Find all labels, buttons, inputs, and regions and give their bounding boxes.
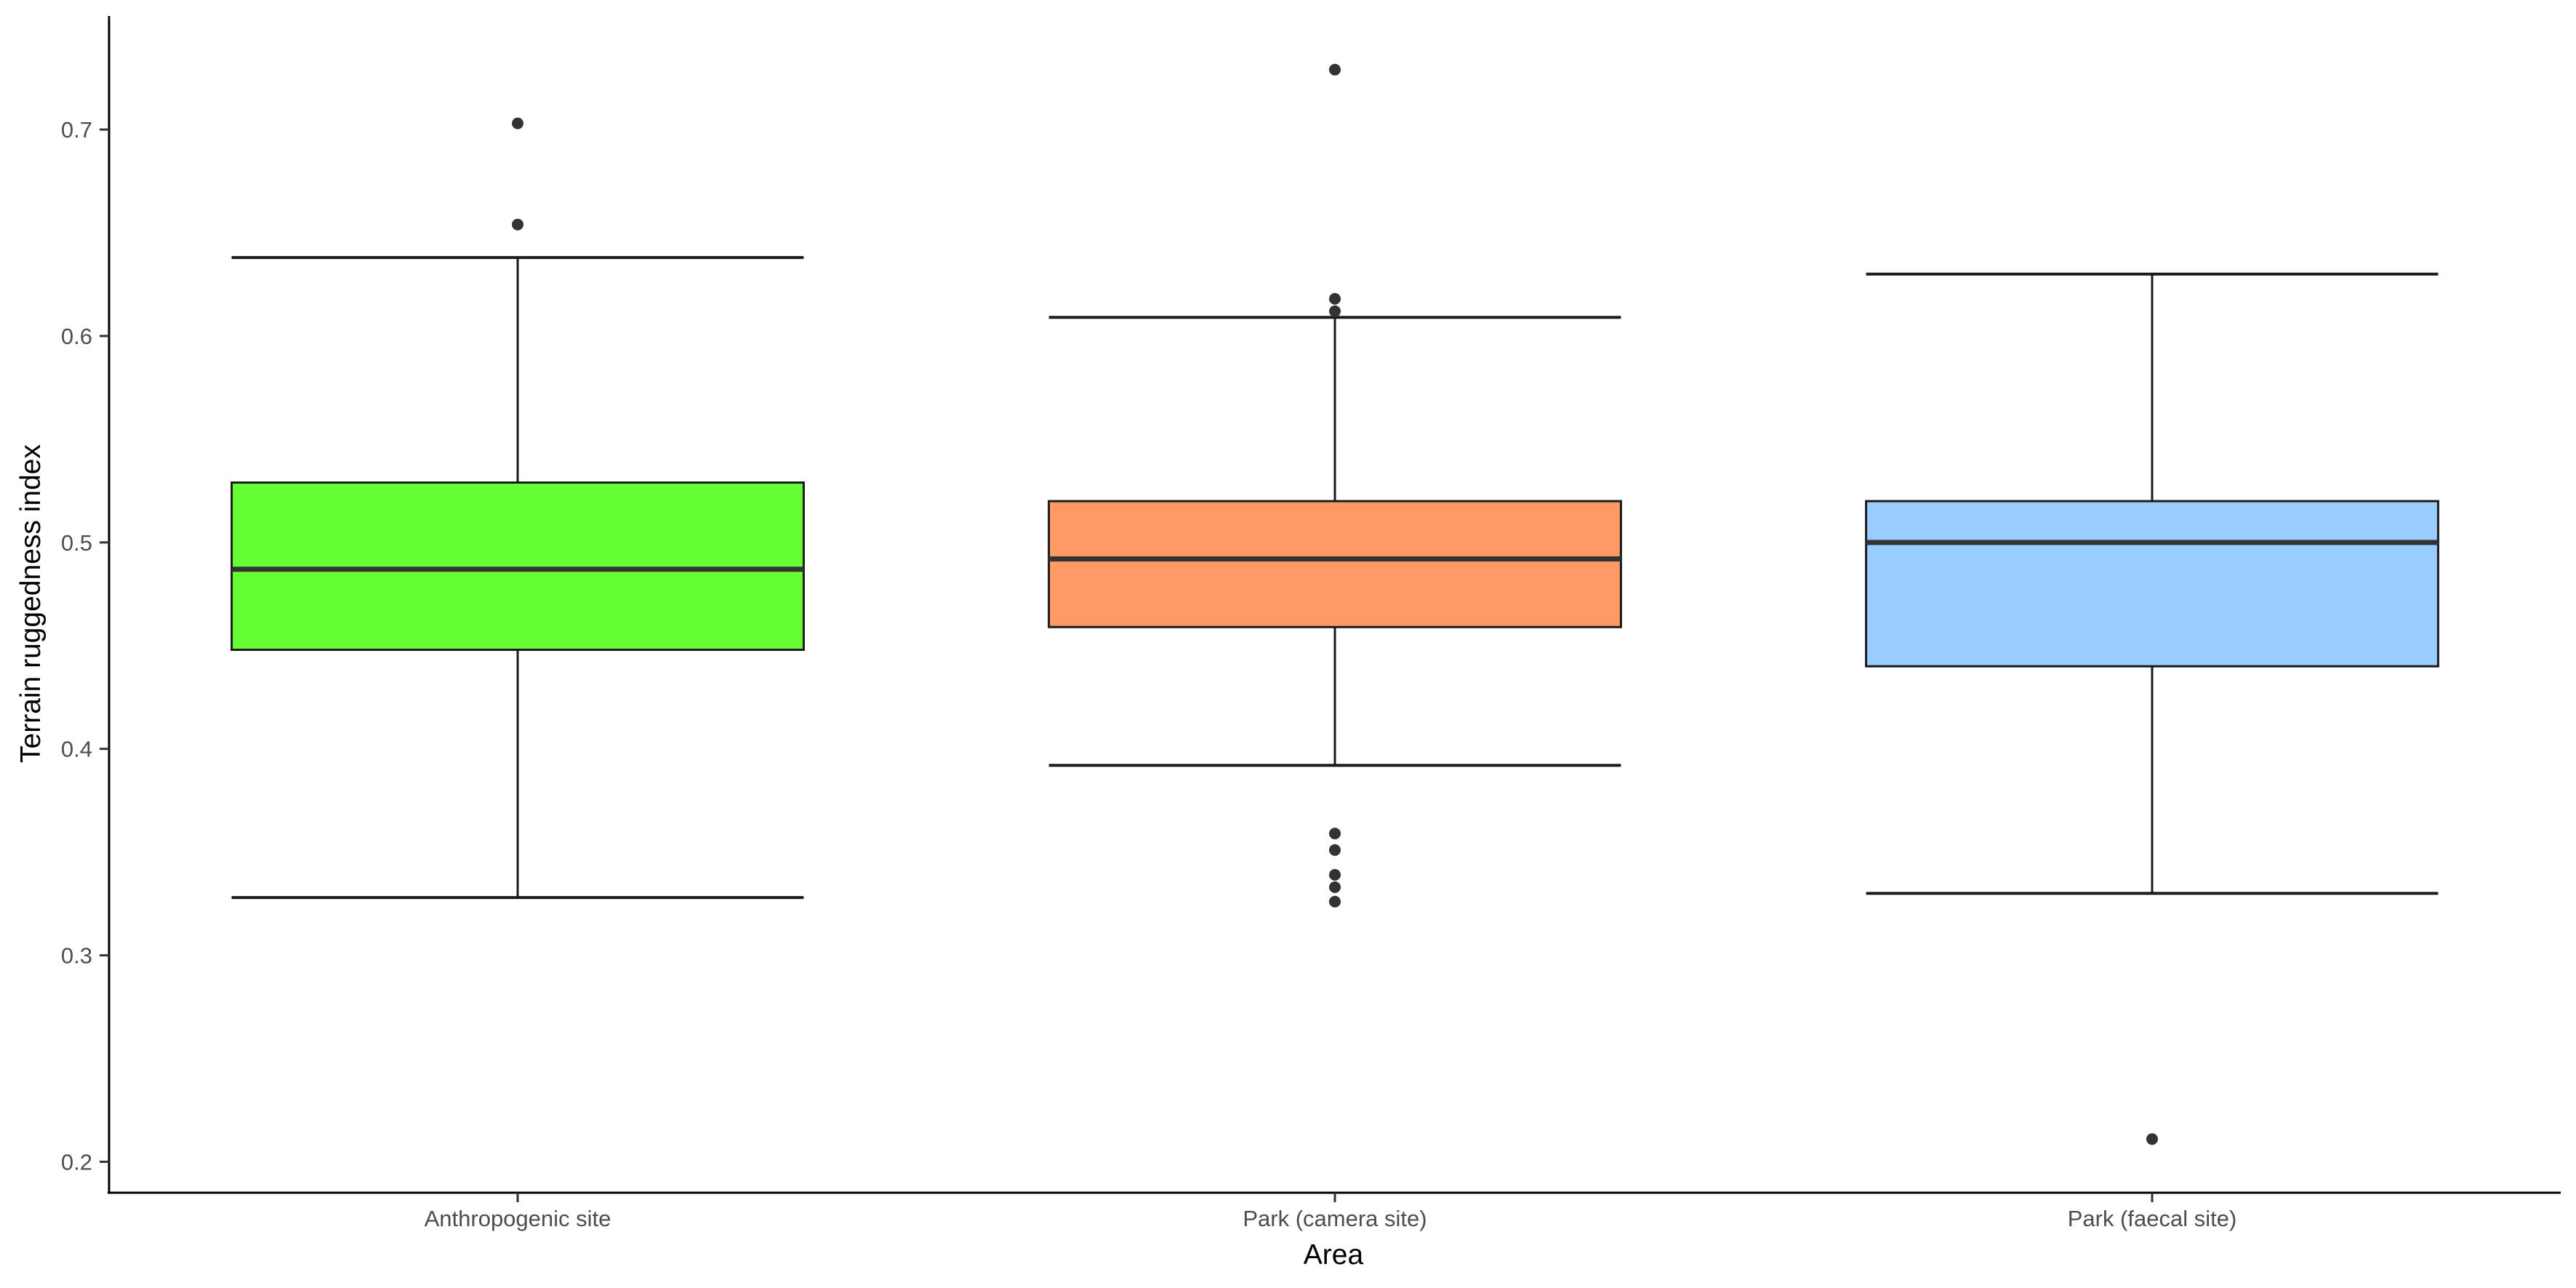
y-tick-label: 0.5	[61, 530, 92, 556]
x-tick-label: Anthropogenic site	[425, 1206, 611, 1231]
outlier-point	[1329, 868, 1341, 881]
y-axis-title: Terrain ruggedness index	[15, 444, 47, 763]
x-tick-label: Park (camera site)	[1243, 1206, 1427, 1231]
x-ticks: Anthropogenic site Park (camera site) Park…	[425, 1193, 2237, 1231]
box-group	[230, 117, 805, 900]
outlier-point	[1329, 895, 1341, 908]
y-tick-label: 0.4	[61, 737, 92, 762]
iqr-box	[230, 481, 805, 651]
outlier-point	[1329, 292, 1341, 305]
y-tick-label: 0.2	[61, 1149, 92, 1175]
y-ticks: 0.2 0.3 0.4 0.5 0.6 0.7	[61, 117, 109, 1175]
y-tick-label: 0.3	[61, 943, 92, 969]
outlier-point	[1329, 828, 1341, 840]
x-tick-label: Park (faecal site)	[2068, 1206, 2237, 1231]
x-axis-title: Area	[1304, 1239, 1364, 1271]
outlier-point	[1329, 844, 1341, 856]
iqr-box	[1865, 500, 2439, 668]
outlier-point	[1329, 881, 1341, 893]
iqr-box	[1048, 500, 1622, 628]
box-group	[1048, 63, 1622, 908]
outlier-point	[1329, 305, 1341, 317]
outlier-point	[2146, 1133, 2158, 1145]
y-tick-label: 0.7	[61, 117, 92, 143]
plot-area	[230, 63, 2439, 1145]
outlier-point	[512, 117, 523, 129]
outlier-point	[512, 218, 523, 231]
outlier-point	[1329, 63, 1341, 76]
box-group	[1865, 272, 2439, 1145]
y-tick-label: 0.6	[61, 324, 92, 349]
